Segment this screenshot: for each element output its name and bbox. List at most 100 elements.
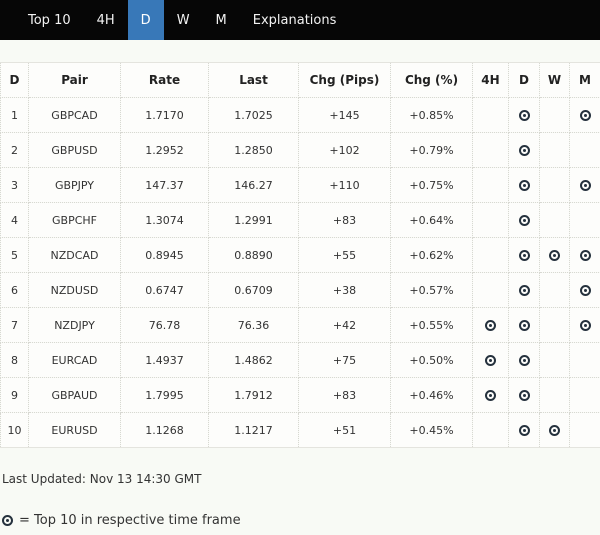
pair-cell: NZDCAD <box>28 237 121 273</box>
mark-cell-w <box>539 167 570 203</box>
tab-m[interactable]: M <box>215 12 227 28</box>
mark-cell-m <box>569 167 600 203</box>
chg-pct-cell: +0.79% <box>390 132 473 168</box>
target-icon <box>579 320 591 331</box>
tab-top-10[interactable]: Top 10 <box>28 12 71 28</box>
mark-cell-w <box>539 377 570 413</box>
chg-pct-cell: +0.64% <box>390 202 473 238</box>
target-icon <box>485 390 496 401</box>
pair-cell: GBPJPY <box>28 167 121 203</box>
column-header-tf-d: D <box>508 62 540 98</box>
mark-cell-4h <box>472 202 509 238</box>
top10-table: D Pair Rate Last Chg (Pips) Chg (%) 4H D W M 1 GBP… <box>0 62 600 448</box>
chg-pips-cell: +38 <box>298 272 391 308</box>
target-icon <box>518 320 530 331</box>
target-icon <box>518 145 530 156</box>
table-row-gbpjpy: 3 GBPJPY 147.37 146.27 +110 +0.75% <box>0 167 600 203</box>
pair-cell: GBPUSD <box>28 132 121 168</box>
pair-cell: EURCAD <box>28 342 121 378</box>
chg-pct-cell: +0.55% <box>390 307 473 343</box>
last-cell: 0.8890 <box>208 237 299 273</box>
mark-cell-d <box>508 132 540 168</box>
table-body: 1 GBPCAD 1.7170 1.7025 +145 +0.85% 2 GBPUSD 1.29… <box>0 97 600 448</box>
target-icon <box>518 425 530 436</box>
rate-cell: 0.6747 <box>120 272 209 308</box>
chg-pct-cell: +0.75% <box>390 167 473 203</box>
chg-pips-cell: +145 <box>298 97 391 133</box>
target-icon <box>518 390 530 401</box>
target-icon <box>579 110 591 121</box>
chg-pips-cell: +75 <box>298 342 391 378</box>
mark-cell-d <box>508 377 540 413</box>
chg-pips-cell: +102 <box>298 132 391 168</box>
pair-cell: GBPCHF <box>28 202 121 238</box>
mark-cell-w <box>539 237 570 273</box>
mark-cell-d <box>508 202 540 238</box>
pair-cell: GBPAUD <box>28 377 121 413</box>
last-cell: 1.7025 <box>208 97 299 133</box>
mark-cell-d <box>508 307 540 343</box>
mark-cell-4h <box>472 307 509 343</box>
target-icon <box>518 285 530 296</box>
mark-cell-d <box>508 97 540 133</box>
rank-cell: 10 <box>0 412 29 448</box>
mark-cell-m <box>569 342 600 378</box>
rank-cell: 9 <box>0 377 29 413</box>
mark-cell-m <box>569 307 600 343</box>
mark-cell-4h <box>472 167 509 203</box>
mark-cell-m <box>569 272 600 308</box>
mark-cell-4h <box>472 342 509 378</box>
target-icon <box>485 320 496 331</box>
rank-cell: 4 <box>0 202 29 238</box>
mark-cell-w <box>539 307 570 343</box>
mark-cell-m <box>569 97 600 133</box>
pair-cell: GBPCAD <box>28 97 121 133</box>
pair-cell: EURUSD <box>28 412 121 448</box>
rank-cell: 3 <box>0 167 29 203</box>
tab-explanations[interactable]: Explanations <box>252 12 337 28</box>
target-icon <box>579 250 591 261</box>
tab-d[interactable]: D <box>127 0 164 40</box>
mark-cell-d <box>508 167 540 203</box>
target-icon <box>518 180 530 191</box>
mark-cell-w <box>539 412 570 448</box>
rank-cell: 5 <box>0 237 29 273</box>
rank-cell: 7 <box>0 307 29 343</box>
rate-cell: 1.1268 <box>120 412 209 448</box>
chg-pips-cell: +83 <box>298 202 391 238</box>
mark-cell-w <box>539 342 570 378</box>
chg-pips-cell: +51 <box>298 412 391 448</box>
rate-cell: 1.7995 <box>120 377 209 413</box>
rate-cell: 147.37 <box>120 167 209 203</box>
tab-w[interactable]: W <box>176 12 190 28</box>
last-cell: 1.1217 <box>208 412 299 448</box>
last-cell: 76.36 <box>208 307 299 343</box>
target-icon <box>518 215 530 226</box>
mark-cell-w <box>539 202 570 238</box>
table-row-gbpusd: 2 GBPUSD 1.2952 1.2850 +102 +0.79% <box>0 132 600 168</box>
mark-cell-4h <box>472 377 509 413</box>
target-icon <box>485 355 496 366</box>
rank-cell: 6 <box>0 272 29 308</box>
rate-cell: 76.78 <box>120 307 209 343</box>
last-updated-text: Last Updated: Nov 13 14:30 GMT <box>2 472 202 486</box>
mark-cell-d <box>508 342 540 378</box>
mark-cell-w <box>539 97 570 133</box>
column-header-last: Last <box>208 62 299 98</box>
rate-cell: 1.2952 <box>120 132 209 168</box>
mark-cell-d <box>508 272 540 308</box>
target-icon <box>549 250 560 261</box>
tab-4h[interactable]: 4H <box>96 12 115 28</box>
column-header-tf-m: M <box>569 62 600 98</box>
table-row-gbpaud: 9 GBPAUD 1.7995 1.7912 +83 +0.46% <box>0 377 600 413</box>
last-cell: 0.6709 <box>208 272 299 308</box>
column-header-tf-4h: 4H <box>472 62 509 98</box>
mark-cell-4h <box>472 97 509 133</box>
mark-cell-m <box>569 377 600 413</box>
table-header-row: D Pair Rate Last Chg (Pips) Chg (%) 4H D W M <box>0 62 600 98</box>
mark-cell-d <box>508 237 540 273</box>
chg-pct-cell: +0.57% <box>390 272 473 308</box>
chg-pct-cell: +0.62% <box>390 237 473 273</box>
target-icon <box>549 425 560 436</box>
mark-cell-4h <box>472 132 509 168</box>
